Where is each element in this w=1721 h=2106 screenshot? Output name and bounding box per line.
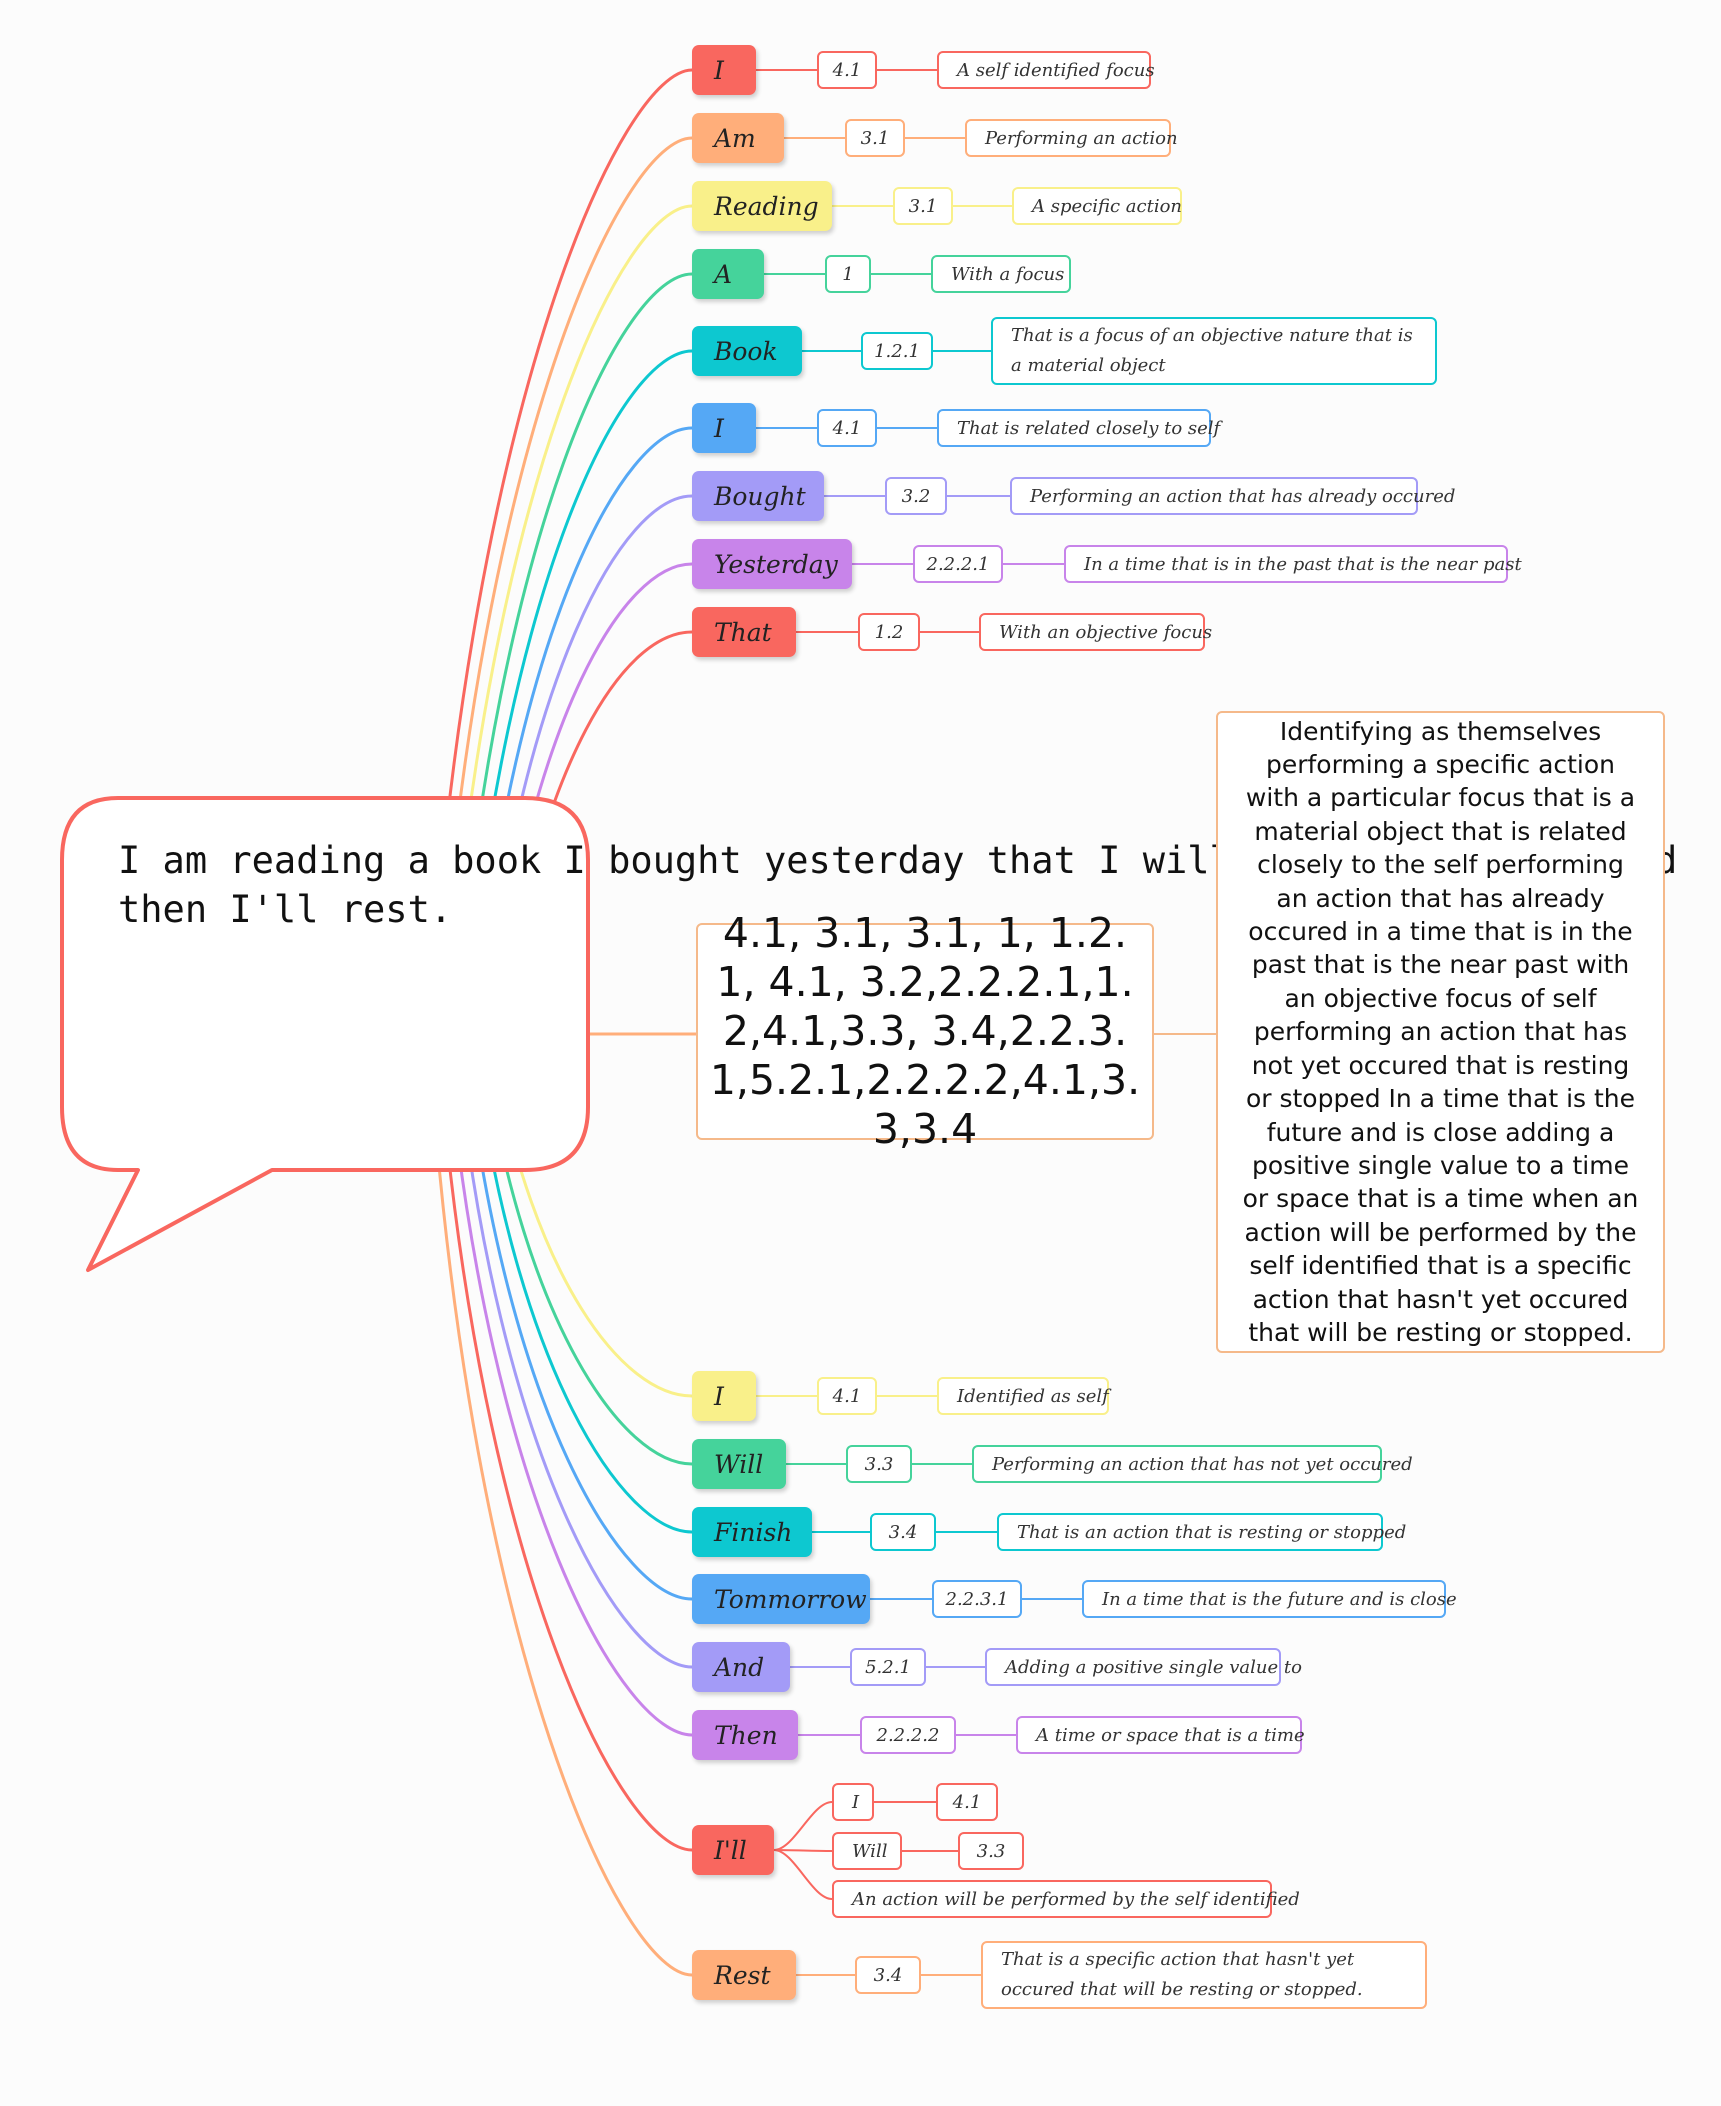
speech-bubble-shape: [60, 796, 590, 1272]
code-box: 3.3: [846, 1445, 912, 1483]
sub-part-label: An action will be performed by the self …: [832, 1880, 1300, 1918]
branch-line: [446, 1052, 694, 1737]
meaning-box: A self identified focus: [937, 51, 1155, 89]
meaning-box: Performing an action: [965, 119, 1178, 157]
sub-part-label: Will: [832, 1832, 902, 1870]
word-node[interactable]: Am: [692, 113, 784, 163]
code-box: 5.2.1: [850, 1648, 926, 1686]
meaning-box: Identified as self: [937, 1377, 1109, 1415]
meaning-box: With a focus: [931, 255, 1071, 293]
meaning-box: In a time that is in the past that is th…: [1064, 545, 1522, 583]
meaning-box: Performing an action that has already oc…: [1010, 477, 1455, 515]
code-box: 3.4: [870, 1513, 936, 1551]
meaning-box: In a time that is the future and is clos…: [1082, 1580, 1457, 1618]
code-box: 4.1: [817, 409, 877, 447]
branch-line: [473, 1052, 694, 1534]
branch-line: [428, 1052, 694, 1977]
branch-line: [464, 1052, 694, 1601]
meaning-box: That is a focus of an objective nature t…: [991, 317, 1437, 385]
word-node[interactable]: Rest: [692, 1950, 796, 2000]
meaning-box: With an objective focus: [979, 613, 1212, 651]
code-box: 1: [825, 255, 871, 293]
meaning-box: A time or space that is a time: [1016, 1716, 1305, 1754]
sub-branch-line: [773, 1801, 833, 1851]
code-box: 3.2: [885, 477, 947, 515]
sub-part-label: I: [832, 1783, 874, 1821]
code-box: 3.4: [855, 1956, 921, 1994]
word-node[interactable]: Reading: [692, 181, 832, 231]
code-box: 2.2.3.1: [932, 1580, 1022, 1618]
word-node[interactable]: I: [692, 1371, 756, 1421]
code-box: 1.2: [858, 613, 920, 651]
branch-line: [455, 1052, 694, 1669]
word-node[interactable]: Tommorrow: [692, 1574, 870, 1624]
word-node[interactable]: Book: [692, 326, 802, 376]
word-node[interactable]: Yesterday: [692, 539, 852, 589]
sub-part-code: 3.3: [958, 1832, 1024, 1870]
code-box: 3.1: [845, 119, 905, 157]
branch-line: [437, 136, 694, 1016]
word-node[interactable]: Bought: [692, 471, 824, 521]
word-node[interactable]: A: [692, 249, 764, 299]
code-box: 4.1: [817, 1377, 877, 1415]
word-node[interactable]: Will: [692, 1439, 786, 1489]
branch-line: [428, 68, 694, 1016]
word-node[interactable]: I: [692, 403, 756, 453]
meaning-box: That is related closely to self: [937, 409, 1220, 447]
word-node[interactable]: That: [692, 607, 796, 657]
code-box: 1.2.1: [861, 332, 933, 370]
code-box: 4.1: [817, 51, 877, 89]
word-node[interactable]: Finish: [692, 1507, 812, 1557]
central-code-sequence: 4.1, 3.1, 3.1, 1, 1.2.1, 4.1, 3.2,2.2.2.…: [696, 909, 1154, 1153]
central-explanation: Identifying as themselves performing a s…: [1216, 711, 1665, 1353]
meaning-box: That is an action that is resting or sto…: [997, 1513, 1406, 1551]
word-node[interactable]: I: [692, 45, 756, 95]
word-node[interactable]: And: [692, 1642, 790, 1692]
code-box: 3.1: [893, 187, 953, 225]
code-box: 2.2.2.2: [860, 1716, 956, 1754]
sub-branch-line: [773, 1849, 833, 1900]
meaning-box: Adding a positive single value to: [985, 1648, 1302, 1686]
word-node[interactable]: Then: [692, 1710, 798, 1760]
branch-line: [437, 1052, 694, 1852]
meaning-box: That is a specific action that hasn't ye…: [981, 1941, 1427, 2009]
code-box: 2.2.2.1: [913, 545, 1003, 583]
sub-part-code: 4.1: [936, 1783, 998, 1821]
meaning-box: A specific action: [1012, 187, 1182, 225]
word-node[interactable]: I'll: [692, 1825, 774, 1875]
meaning-box: Performing an action that has not yet oc…: [972, 1445, 1413, 1483]
